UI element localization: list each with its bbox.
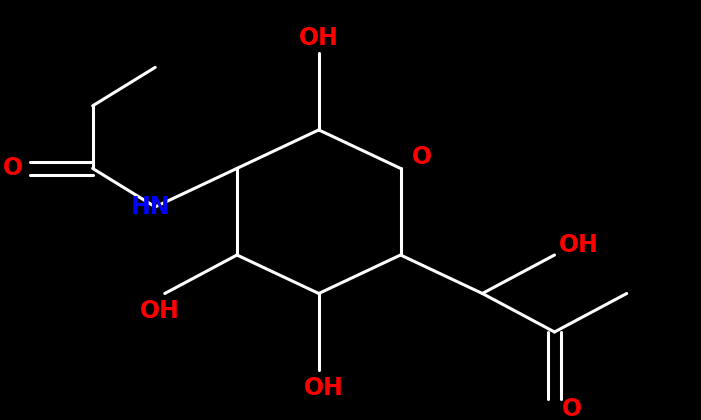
Text: OH: OH — [304, 376, 343, 400]
Text: O: O — [562, 397, 582, 420]
Text: HN: HN — [130, 195, 170, 219]
Text: O: O — [411, 145, 432, 169]
Text: OH: OH — [559, 234, 599, 257]
Text: OH: OH — [140, 299, 180, 323]
Text: OH: OH — [299, 26, 339, 50]
Text: O: O — [3, 156, 23, 181]
